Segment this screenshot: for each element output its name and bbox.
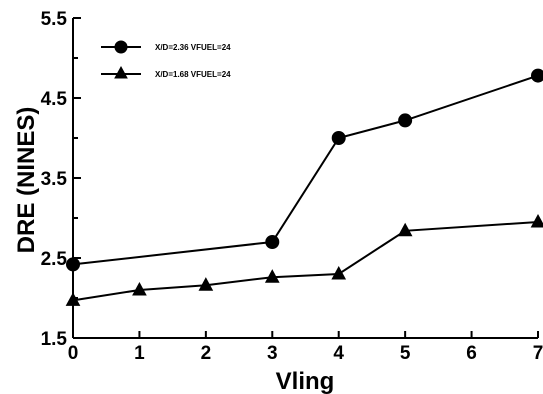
- x-axis-title: Vling: [276, 368, 335, 394]
- y-axis-title: DRE (NINES): [13, 107, 40, 254]
- data-point-triangle-1: [132, 281, 147, 296]
- legend-item-triangle-series: X/D=1.68 VFUEL=24: [101, 65, 231, 79]
- x-tick-label-0: 0: [68, 343, 79, 364]
- y-tick-label-2: 3.5: [41, 169, 68, 190]
- x-tick-label-1: 1: [134, 343, 145, 364]
- legend-item-circle-series: X/D=2.36 VFUEL=24: [101, 40, 231, 54]
- data-point-triangle-6: [530, 213, 543, 228]
- y-tick-label-3: 4.5: [41, 89, 68, 110]
- data-point-circle-3: [398, 113, 413, 128]
- x-tick-label-6: 6: [466, 343, 477, 364]
- y-tick-label-0: 1.5: [41, 329, 68, 350]
- data-point-circle-2: [331, 131, 346, 145]
- data-point-triangle-4: [331, 265, 347, 280]
- data-point-triangle-3: [264, 269, 280, 283]
- data-point-circle-1: [265, 235, 280, 249]
- data-point-circle-0: [66, 257, 80, 272]
- tick-labels: 0 1 2 3 4 5 6 7 1.5 2.5 3.5 4.5 5.5: [41, 9, 543, 364]
- x-tick-label-5: 5: [400, 343, 411, 364]
- series-circle: [66, 68, 543, 272]
- data-point-triangle-5: [397, 222, 413, 237]
- legend-label-circle-series: X/D=2.36 VFUEL=24: [155, 43, 231, 52]
- data-point-circle-4: [531, 68, 543, 83]
- series-group: [65, 68, 543, 306]
- legend-label-triangle-series: X/D=1.68 VFUEL=24: [155, 70, 231, 79]
- data-point-triangle-0: [65, 292, 81, 306]
- legend-marker-circle: [114, 40, 128, 54]
- series-line-circle: [72, 74, 539, 266]
- y-tick-label-4: 5.5: [41, 9, 68, 30]
- series-triangle: [65, 213, 543, 306]
- y-tick-label-1: 2.5: [41, 249, 68, 270]
- x-tick-label-4: 4: [333, 343, 344, 364]
- x-tick-label-3: 3: [267, 343, 278, 364]
- legend: X/D=2.36 VFUEL=24 X/D=1.68 VFUEL=24: [101, 40, 231, 79]
- x-tick-label-2: 2: [201, 343, 212, 364]
- legend-marker-triangle: [114, 65, 128, 79]
- data-point-triangle-2: [198, 277, 214, 291]
- x-tick-label-7: 7: [533, 343, 543, 364]
